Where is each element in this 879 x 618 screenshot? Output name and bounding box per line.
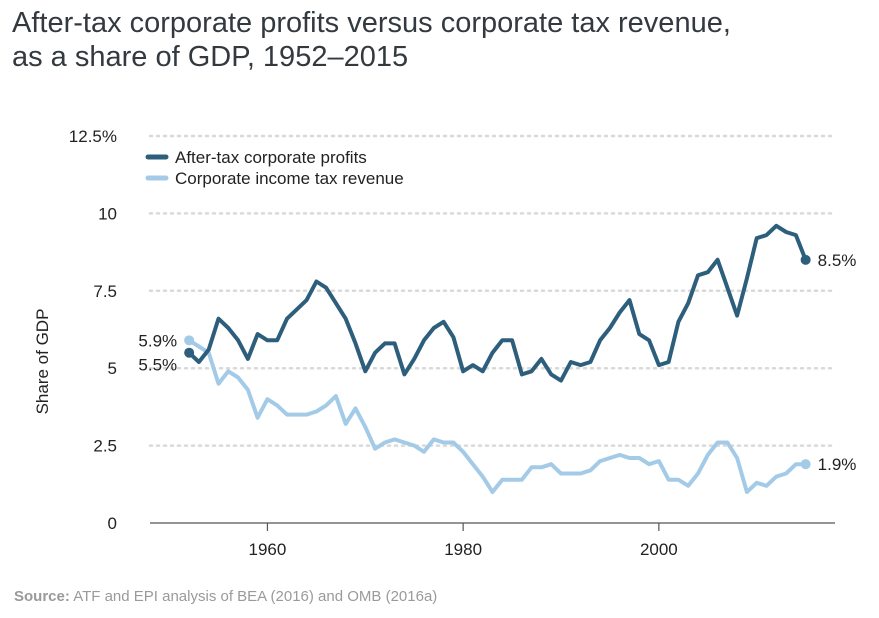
series-end-point [800,254,811,265]
y-tick-label: 7.5 [93,282,117,301]
source-label: Source: [14,588,70,605]
data-label: 5.9% [138,331,177,350]
y-axis-label: Share of GDP [33,309,52,415]
y-tick-label: 2.5 [93,437,117,456]
x-tick-label: 1960 [249,540,287,559]
data-label: 1.9% [818,455,857,474]
legend-label: Corporate income tax revenue [175,169,404,188]
source-note: Source: ATF and EPI analysis of BEA (201… [14,588,437,605]
series-start-point [184,335,195,346]
y-tick-label: 5 [108,359,117,378]
y-tick-label: 12.5% [69,127,117,146]
y-tick-label: 0 [108,514,117,533]
series-start-point [184,347,195,358]
chart-title: After-tax corporate profits versus corpo… [12,6,872,74]
chart-title-line-1: After-tax corporate profits versus corpo… [12,7,731,39]
x-tick-label: 1980 [444,540,482,559]
chart-title-line-2: as a share of GDP, 1952–2015 [12,41,409,73]
series-line-profits [187,223,808,383]
data-label: 5.5% [138,356,177,375]
x-tick-label: 2000 [640,540,678,559]
source-text: ATF and EPI analysis of BEA (2016) and O… [73,588,438,605]
series-end-point [800,459,811,470]
series-line-tax [187,338,808,494]
data-label: 8.5% [818,251,857,270]
legend-label: After-tax corporate profits [175,148,367,167]
y-tick-label: 10 [98,204,117,223]
